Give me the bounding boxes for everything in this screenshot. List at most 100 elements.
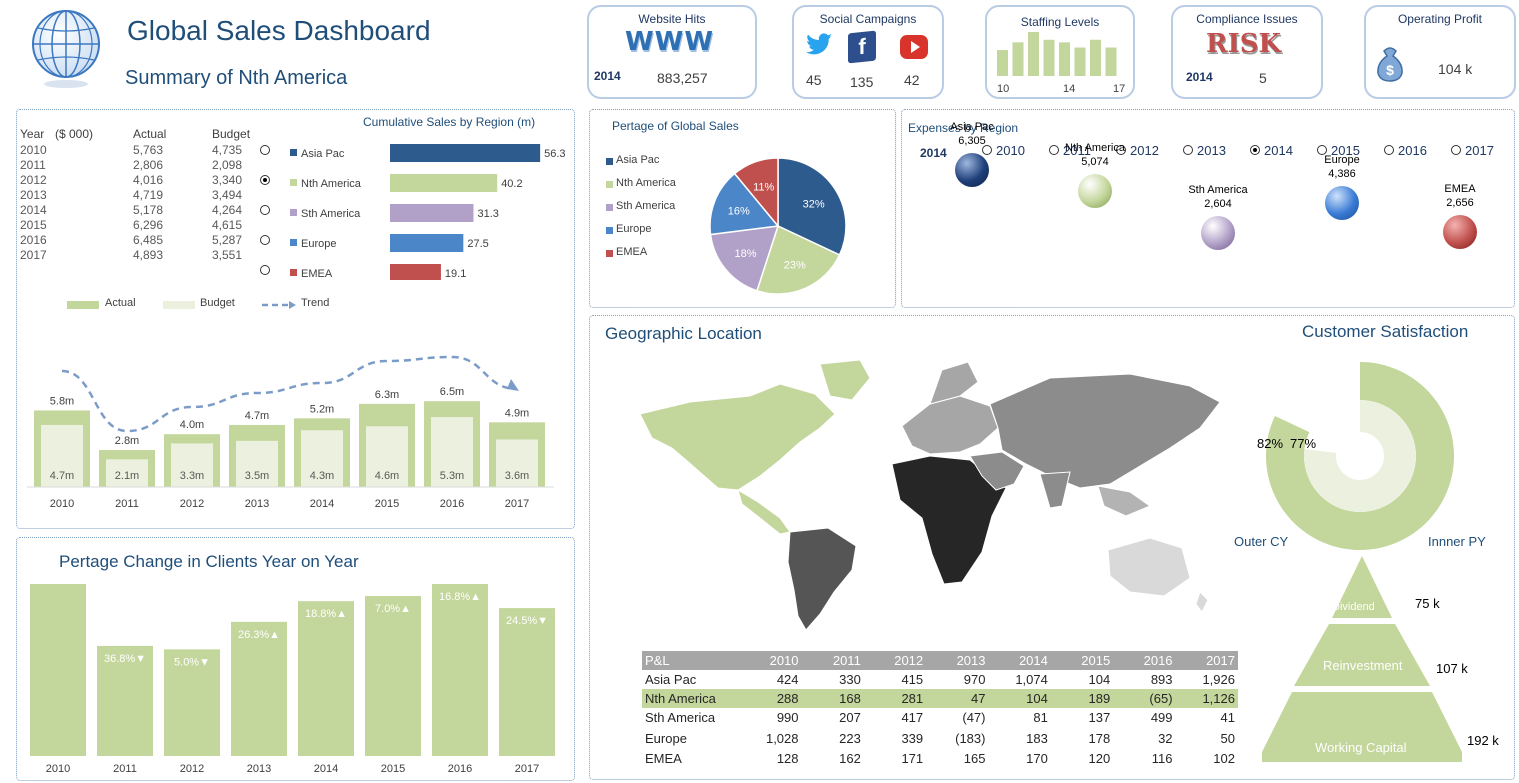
region-radio-sth-america[interactable] <box>260 205 270 215</box>
expenses-panel: Expenses by Region 2014 2010 2011 2012 2013… <box>901 109 1515 308</box>
client-year-label: 2013 <box>247 763 271 775</box>
budget-bar-label: 4.7m <box>50 470 74 482</box>
sales-row-year: 2011 <box>20 158 46 172</box>
region-category-label: Sth America <box>301 208 361 220</box>
pl-cell: 990 <box>776 710 799 725</box>
dashboard-title: Global Sales Dashboard <box>127 15 431 46</box>
region-radio-nth-america[interactable] <box>260 175 270 185</box>
expense-radio-2010[interactable] <box>982 145 992 155</box>
pl-cell: 128 <box>776 751 799 766</box>
staffing-bar <box>997 50 1008 76</box>
sales-row-year: 2012 <box>20 173 47 187</box>
pl-cell: 81 <box>1033 710 1048 725</box>
pl-header-cell: 2010 <box>769 653 799 668</box>
region-radio-asia-pac[interactable] <box>260 145 270 155</box>
clients-change-panel: Pertage Change in Clients Year on Year 2… <box>16 537 575 781</box>
actual-bar-label: 2.8m <box>115 435 139 447</box>
expense-radio-2012[interactable] <box>1116 145 1126 155</box>
budget-bar <box>41 424 83 487</box>
pl-row-label: Nth America <box>645 691 716 706</box>
pie-legend: Asia Pac Nth America Sth America Europe EMEA <box>604 154 704 264</box>
region-sales-value: 31.3 <box>477 208 498 220</box>
pl-cell: 207 <box>839 710 861 725</box>
trend-arrowhead <box>507 379 519 391</box>
reinvestment-value: 107 k <box>1436 661 1468 676</box>
sales-row-actual: 4,016 <box>133 173 164 187</box>
youtube-icon <box>900 35 928 59</box>
southeast-asia-region <box>1097 485 1152 517</box>
expense-radio-2014[interactable] <box>1250 145 1260 155</box>
pie-slice <box>709 225 780 292</box>
staffing-mid: 14 <box>1063 83 1076 95</box>
region-legend-swatch <box>290 149 297 156</box>
expense-radio-label: 2016 <box>1398 143 1427 158</box>
region-legend-swatch <box>290 239 297 246</box>
client-change-bar <box>97 645 153 756</box>
pie-slice-label: 11% <box>753 181 774 193</box>
expense-region-label: Europe <box>1324 153 1360 166</box>
actual-vs-budget-chart: 5.8m 4.7m 2010 2.8m 2.1m 2011 4.0m 3.3m 2012 4.7m… <box>27 355 554 510</box>
sales-row-year: 2015 <box>20 218 47 232</box>
budget-bar <box>236 440 278 487</box>
pl-cell: 893 <box>1150 672 1173 687</box>
budget-col-header: Budget <box>212 127 251 141</box>
region-radio-group <box>257 143 277 283</box>
expense-radio-2016[interactable] <box>1384 145 1394 155</box>
expense-radio-label: 2015 <box>1331 143 1360 158</box>
pl-cell: 102 <box>1213 751 1235 766</box>
expense-bubble <box>955 152 989 187</box>
global-sales-pie-panel: Pertage of Global Sales Asia Pac Nth Amer… <box>589 109 896 308</box>
website-hits-title: Website Hits <box>638 12 706 26</box>
sales-row-budget: 4,264 <box>212 203 243 217</box>
expense-year-radios: 2010 2011 2012 2013 2014 2015 2016 2017 <box>982 143 1507 163</box>
expenses-title: Expenses by Region <box>908 121 1019 135</box>
scandinavia-region <box>929 361 979 405</box>
sales-row-actual: 6,296 <box>133 218 164 232</box>
expense-radio-2017[interactable] <box>1451 145 1461 155</box>
twitter-count: 45 <box>806 72 822 88</box>
region-radio-europe[interactable] <box>260 235 270 245</box>
sales-row-actual: 4,893 <box>133 248 164 262</box>
pl-cell: 47 <box>971 691 986 706</box>
pie-slice <box>756 224 841 295</box>
region-legend-swatch <box>290 209 297 216</box>
client-year-label: 2014 <box>314 763 338 775</box>
actual-bar-label: 4.9m <box>505 407 529 419</box>
expense-radio-2015[interactable] <box>1317 145 1327 155</box>
expense-radio-2013[interactable] <box>1183 145 1193 155</box>
sales-row-actual: 6,485 <box>133 233 164 247</box>
staffing-levels-title: Staffing Levels <box>1020 15 1100 29</box>
client-change-bar <box>298 601 354 756</box>
budget-bar <box>366 426 408 487</box>
region-sales-bar <box>390 234 464 252</box>
sales-row-actual: 5,763 <box>133 143 164 157</box>
actual-legend-swatch <box>67 301 99 309</box>
reinvestment-label: Reinvestment <box>1323 658 1403 673</box>
youtube-count: 42 <box>904 72 920 88</box>
pie-slice-label: 32% <box>803 198 825 210</box>
expense-radio-label: 2012 <box>1130 143 1159 158</box>
expense-radio-2011[interactable] <box>1049 145 1059 155</box>
north-america-region <box>639 383 836 491</box>
staffing-bar <box>1059 42 1070 76</box>
pl-cell: 223 <box>839 730 861 746</box>
actual-bar-label: 5.2m <box>310 403 334 415</box>
dashboard-subtitle: Summary of Nth America <box>125 67 348 89</box>
year-axis-label: 2016 <box>440 498 464 510</box>
pl-cell: 104 <box>1026 691 1048 706</box>
region-sales-bar <box>390 144 541 162</box>
sales-row-year: 2014 <box>20 203 47 217</box>
units-col-header: ($ 000) <box>55 127 94 141</box>
pl-cell: 330 <box>839 672 861 687</box>
website-hits-value: 883,257 <box>657 70 708 86</box>
staffing-bar <box>1012 42 1024 76</box>
year-axis-label: 2010 <box>50 498 74 510</box>
staffing-bar <box>1105 47 1117 76</box>
actual-legend-label: Actual <box>105 297 136 309</box>
sales-row-budget: 4,735 <box>212 143 243 157</box>
cumulative-sales-chart: Asia Pac 56.3 Nth America 40.2 Sth America 31… <box>290 144 566 280</box>
expense-bubble <box>1325 185 1359 220</box>
region-radio-emea[interactable] <box>260 265 270 275</box>
sales-table: 2010 5,763 4,735 2011 2,806 2,098 2012 4,016 3,3… <box>17 143 257 283</box>
staffing-sparkbars <box>997 32 1117 76</box>
